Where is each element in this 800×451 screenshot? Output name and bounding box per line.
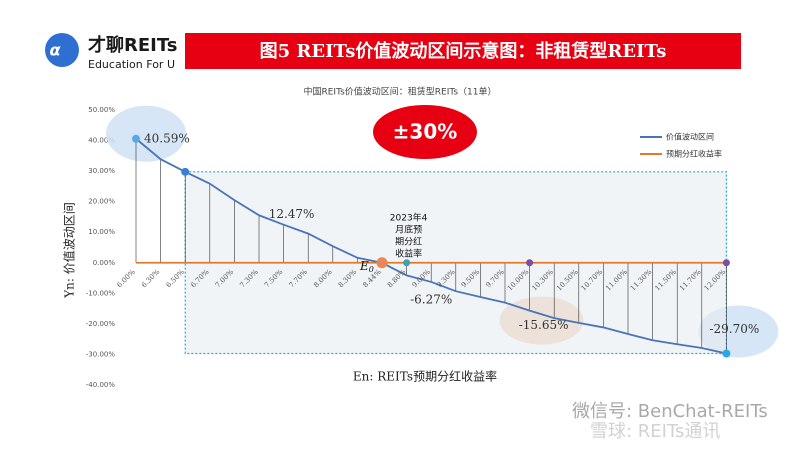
banner-title: 图5 REITs价值波动区间示意图：非租赁型REITs	[260, 40, 667, 62]
banner	[185, 33, 741, 69]
watermark: 雪球: REITs通讯	[590, 421, 720, 442]
annotation: 期分红	[395, 236, 422, 248]
callout-oval	[373, 105, 477, 159]
data-label: -6.27%	[410, 292, 452, 306]
plot: -40.00% -30.00% -20.00% -10.00% 0.00% 10.00% 2…	[86, 105, 779, 389]
e0-sub: 0	[369, 265, 374, 274]
legend-label: 价值波动区间	[666, 132, 714, 142]
annotation: 收益率	[395, 248, 422, 260]
highlight	[106, 105, 186, 162]
chart-title: 中国REITs价值波动区间：租赁型REITs（11单）	[303, 86, 496, 98]
y-tick-label: 20.00%	[88, 198, 115, 206]
y-tick-label: 50.00%	[88, 106, 115, 114]
e0-label: E0	[359, 258, 374, 274]
point	[722, 259, 730, 267]
x-tick-label: 6.00%	[115, 268, 137, 290]
x-tick-label: 6.30%	[140, 268, 162, 290]
x-axis-label: En: REITs预期分红收益率	[353, 369, 497, 384]
logo-icon	[45, 33, 79, 67]
data-label: -15.65%	[519, 318, 569, 332]
logo-sub: Education For U	[88, 58, 175, 71]
watermark: 微信号: BenChat-REITs	[572, 401, 768, 422]
point	[403, 259, 411, 267]
y-tick-label: 0.00%	[93, 259, 116, 267]
data-label: 40.59%	[144, 131, 190, 145]
series-line	[135, 138, 727, 355]
logo-mark: α	[50, 41, 62, 60]
point	[376, 257, 388, 269]
y-tick-label: 10.00%	[88, 228, 115, 236]
y-tick-label: -20.00%	[86, 320, 116, 328]
logo-text: 才聊REITs	[88, 34, 177, 56]
data-label: 12.47%	[269, 207, 315, 221]
point	[526, 259, 534, 267]
y-tick-label: 40.00%	[88, 137, 115, 145]
annotation: 2023年4	[390, 212, 428, 224]
x-tick-label: 6.50%	[165, 268, 187, 290]
y-tick-label: -30.00%	[86, 350, 116, 358]
data-label: -29.70%	[709, 322, 759, 336]
y-axis-label: Yn: 价值波动区间	[62, 202, 77, 299]
y-tick-label: 30.00%	[88, 167, 115, 175]
legend-label: 预期分红收益率	[666, 149, 722, 159]
point	[722, 349, 731, 358]
annotation: 月底预	[395, 224, 422, 236]
point	[181, 167, 190, 176]
y-tick-label: -40.00%	[86, 381, 116, 389]
y-tick-label: -10.00%	[86, 289, 116, 297]
callout: ±30%	[393, 120, 458, 144]
e0-main: E	[359, 258, 369, 272]
point	[132, 134, 140, 143]
